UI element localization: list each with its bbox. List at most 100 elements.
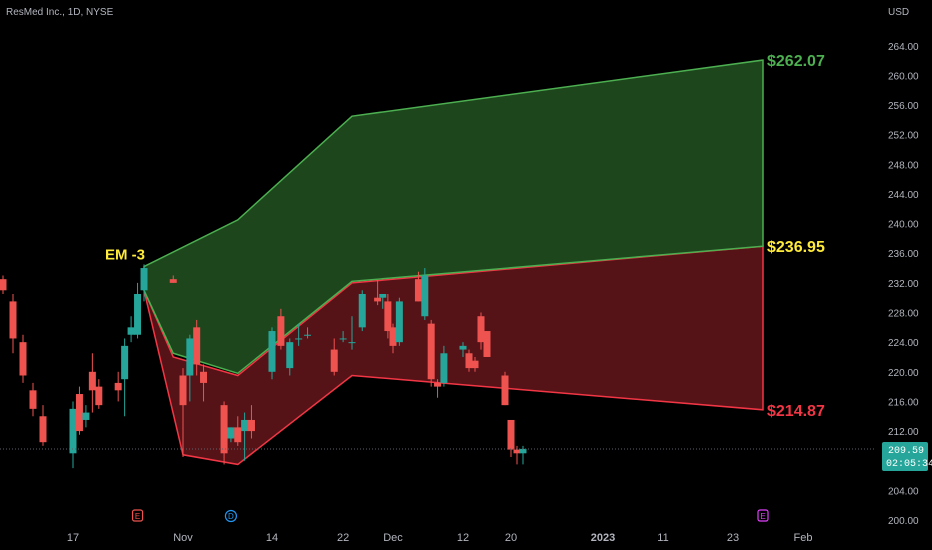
x-tick-label: Dec: [383, 532, 403, 544]
candle-body: [127, 327, 135, 335]
earnings-marker[interactable]: E: [757, 509, 769, 522]
y-tick-label: 212.00: [888, 427, 919, 438]
candle-body: [379, 293, 387, 298]
candle-body: [465, 353, 473, 369]
candle-body: [140, 268, 148, 291]
lower-target-label: $214.87: [767, 403, 825, 420]
event-letter: E: [135, 512, 140, 521]
candle-body: [39, 416, 47, 443]
candle-body: [519, 448, 527, 454]
y-tick-label: 232.00: [888, 279, 919, 290]
current-price-value: 209.59: [888, 446, 924, 457]
bullish-zone: [143, 59, 764, 375]
candle-body: [395, 301, 403, 343]
x-tick-label: Nov: [173, 532, 193, 544]
x-tick-label: 23: [727, 532, 739, 544]
candle-body: [234, 427, 242, 443]
bar-countdown: 02:05:34: [886, 459, 932, 470]
x-tick-label: Feb: [794, 532, 813, 544]
candle-body: [268, 331, 276, 372]
candle-body: [513, 449, 521, 454]
candle-body: [241, 419, 249, 432]
candle-body: [75, 394, 83, 432]
y-tick-label: 236.00: [888, 249, 919, 260]
candle-body: [477, 316, 485, 343]
candle-body: [247, 419, 255, 432]
candle-body: [440, 353, 448, 383]
candle-body: [358, 293, 366, 328]
y-tick-label: 224.00: [888, 338, 919, 349]
candle-body: [330, 349, 338, 372]
candle-body: [389, 327, 397, 346]
y-tick-label: 216.00: [888, 397, 919, 408]
candle-body: [121, 345, 129, 380]
earnings-icon: [131, 509, 144, 522]
candle-body: [459, 345, 467, 350]
x-tick-label: 14: [266, 532, 278, 544]
earnings-icon: [757, 509, 769, 522]
candle-body: [220, 405, 228, 454]
x-tick-label: 20: [505, 532, 517, 544]
candle-body: [95, 386, 103, 406]
candle-body: [69, 408, 77, 454]
x-tick-label: 17: [67, 532, 79, 544]
candle-body: [427, 323, 435, 380]
middle-target-label: $236.95: [767, 239, 825, 256]
candle-body: [295, 338, 303, 340]
y-tick-label: 244.00: [888, 190, 919, 201]
candle-body: [501, 375, 509, 406]
annotations: EM -3 $262.07 $236.95 $214.87: [105, 53, 825, 420]
y-tick-label: 252.00: [888, 131, 919, 142]
earnings-marker[interactable]: E: [131, 509, 144, 522]
upper-target-label: $262.07: [767, 53, 825, 70]
x-tick-label: 11: [657, 532, 668, 544]
price-axis[interactable]: USD 200.00204.00208.00212.00216.00220.00…: [888, 7, 919, 527]
event-letter: E: [760, 512, 765, 521]
chart-title: ResMed Inc., 1D, NYSE: [6, 7, 114, 18]
candle-body: [339, 338, 347, 340]
dividend-marker[interactable]: D: [224, 509, 238, 523]
x-tick-label: 12: [457, 532, 469, 544]
candle-body: [169, 279, 177, 283]
candle-body: [286, 342, 294, 369]
candle-body: [434, 382, 442, 387]
event-letter: D: [228, 512, 234, 521]
candle-body: [277, 316, 285, 346]
candle-body: [384, 301, 392, 332]
y-tick-label: 260.00: [888, 71, 919, 82]
y-tick-label: 204.00: [888, 486, 919, 497]
candle-body: [200, 371, 208, 383]
time-axis[interactable]: 17 Nov 14 22 Dec 12 20 2023 11 23 Feb: [67, 532, 813, 544]
candle-body: [507, 419, 515, 450]
em-label: EM -3: [105, 247, 145, 264]
candle-body: [134, 293, 142, 335]
candles: [0, 264, 527, 469]
currency-label: USD: [888, 7, 909, 18]
current-price-badge: 209.59 02:05:34: [882, 441, 932, 471]
y-tick-label: 228.00: [888, 309, 919, 320]
candle-body: [304, 334, 312, 336]
x-tick-label: 22: [337, 532, 349, 544]
candle-body: [0, 279, 7, 291]
candle-body: [348, 342, 356, 344]
x-tick-label: 2023: [591, 532, 615, 544]
candle-body: [374, 297, 382, 302]
expected-move-zones: [143, 59, 764, 466]
candle-body: [471, 360, 479, 369]
candle-body: [19, 342, 27, 376]
y-tick-label: 256.00: [888, 101, 919, 112]
y-tick-label: 248.00: [888, 160, 919, 171]
candle-body: [88, 371, 96, 391]
dividend-icon: [224, 509, 238, 523]
y-tick-label: 264.00: [888, 42, 919, 53]
candle-body: [193, 327, 201, 365]
candle-body: [186, 338, 194, 376]
candle-body: [414, 279, 422, 302]
bearish-zone: [143, 245, 764, 466]
candle-body: [29, 390, 37, 409]
y-tick-label: 240.00: [888, 220, 919, 231]
y-tick-label: 220.00: [888, 368, 919, 379]
price-badge-bg: [882, 441, 928, 471]
